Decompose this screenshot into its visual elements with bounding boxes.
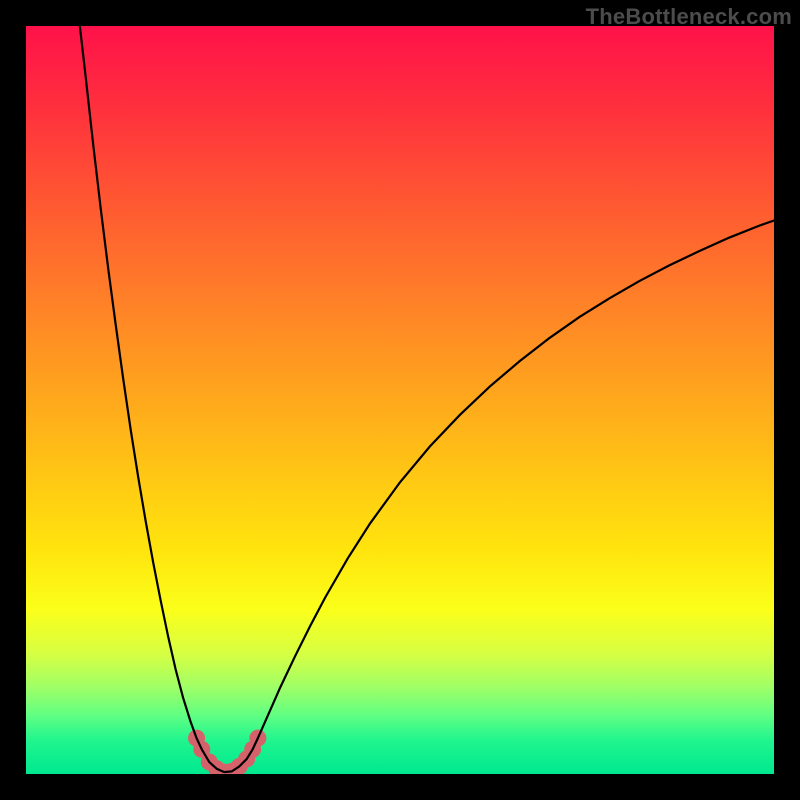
watermark-text: TheBottleneck.com [586, 4, 792, 30]
chart-stage: TheBottleneck.com [0, 0, 800, 800]
chart-svg [0, 0, 800, 800]
plot-background [26, 26, 774, 774]
